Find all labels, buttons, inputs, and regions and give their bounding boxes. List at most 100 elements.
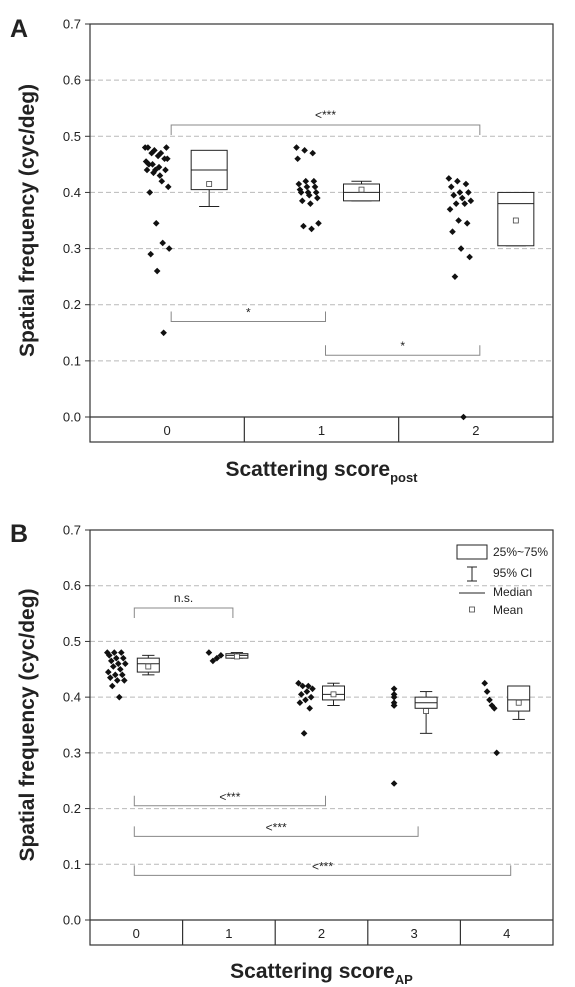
x-tick-label: 2 xyxy=(318,926,325,941)
data-point xyxy=(151,147,158,154)
data-point xyxy=(486,696,493,704)
y-tick-label: 0.1 xyxy=(63,857,81,872)
data-point xyxy=(109,682,116,690)
data-point xyxy=(296,699,304,707)
x-tick-label: 4 xyxy=(503,926,510,941)
data-point xyxy=(493,749,500,757)
y-tick-label: 0.5 xyxy=(63,634,81,649)
significance-label: <*** xyxy=(312,859,333,873)
data-point xyxy=(300,730,308,737)
data-point xyxy=(465,189,472,196)
data-point xyxy=(209,657,217,665)
data-point xyxy=(455,217,462,224)
legend-box-symbol xyxy=(456,544,488,560)
data-point xyxy=(467,197,475,205)
data-point xyxy=(142,158,150,165)
data-point xyxy=(105,668,112,676)
data-point xyxy=(145,161,153,168)
data-point xyxy=(144,144,152,151)
panel-label: A xyxy=(10,15,28,43)
data-point xyxy=(491,704,498,712)
plot-frame xyxy=(89,23,554,443)
data-point xyxy=(390,780,398,787)
mean-marker xyxy=(206,181,213,187)
legend-mean-symbol xyxy=(469,606,475,613)
data-point xyxy=(297,189,305,196)
mean-marker xyxy=(515,699,522,706)
data-point xyxy=(462,180,470,188)
data-point xyxy=(118,649,125,656)
significance-label: * xyxy=(246,306,251,320)
y-tick-label: 0.7 xyxy=(63,523,81,538)
data-point xyxy=(146,189,154,196)
iqr-box xyxy=(507,685,531,712)
data-point xyxy=(107,674,114,681)
significance-bracket xyxy=(170,311,326,323)
data-point xyxy=(108,657,115,665)
data-point xyxy=(302,177,310,185)
x-tick-label: 0 xyxy=(133,926,140,941)
legend-label: 95% CI xyxy=(493,566,532,580)
data-point xyxy=(314,194,321,202)
data-point xyxy=(457,245,465,252)
data-point xyxy=(312,189,320,196)
legend-label: Median xyxy=(493,585,532,599)
data-point xyxy=(294,155,301,163)
data-point xyxy=(157,149,165,157)
significance-label: * xyxy=(400,339,405,353)
data-point xyxy=(304,189,312,196)
data-point xyxy=(306,704,313,712)
plot-frame xyxy=(89,529,554,946)
y-tick-label: 0.2 xyxy=(63,801,81,816)
data-point xyxy=(120,654,127,662)
data-point xyxy=(446,205,454,213)
y-tick-label: 0.4 xyxy=(63,185,81,200)
x-tick-label: 2 xyxy=(472,423,479,438)
data-point xyxy=(110,663,117,670)
data-point xyxy=(307,200,314,207)
data-point xyxy=(461,200,469,207)
data-point xyxy=(111,649,118,656)
data-point xyxy=(114,677,121,684)
data-point xyxy=(119,671,126,679)
data-point xyxy=(302,696,309,704)
data-point xyxy=(165,245,173,252)
data-point xyxy=(295,679,302,687)
significance-bracket xyxy=(133,607,234,618)
significance-label: <*** xyxy=(315,108,336,122)
data-point xyxy=(449,228,456,236)
significance-label: <*** xyxy=(266,820,287,834)
data-point xyxy=(122,660,129,668)
data-point xyxy=(456,189,464,196)
significance-bracket xyxy=(133,826,419,837)
significance-bracket xyxy=(325,345,481,356)
data-point xyxy=(310,177,318,185)
data-point xyxy=(298,197,306,205)
data-point xyxy=(106,652,113,659)
data-point xyxy=(303,688,311,695)
data-point xyxy=(458,194,466,202)
chart-panel-a: 0.0 0.1 0.2 0.3 0.4 0.5 0.6 0.7 0 1 2 A Spatial freq… xyxy=(10,15,554,485)
x-axis-title-main: Scattering score xyxy=(225,458,390,481)
x-tick-label: 0 xyxy=(164,423,171,438)
data-point xyxy=(460,413,467,421)
data-point xyxy=(300,222,307,230)
data-point xyxy=(309,685,316,693)
y-tick-label: 0.6 xyxy=(63,578,81,593)
data-point xyxy=(451,273,459,280)
data-point xyxy=(298,691,305,698)
data-point xyxy=(481,679,488,687)
data-point xyxy=(445,175,453,182)
data-point xyxy=(121,677,128,684)
data-point xyxy=(158,177,166,185)
data-point xyxy=(147,250,155,258)
y-tick-label: 0.3 xyxy=(63,745,81,760)
panel-label: B xyxy=(10,520,28,548)
data-point xyxy=(463,220,471,227)
x-tick-label: 1 xyxy=(225,926,232,941)
y-tick-label: 0.5 xyxy=(63,129,81,144)
mean-marker xyxy=(512,217,519,224)
x-axis-title: Scattering scorepost xyxy=(225,458,418,485)
y-tick-label: 0.3 xyxy=(63,241,81,256)
data-point xyxy=(315,220,322,227)
